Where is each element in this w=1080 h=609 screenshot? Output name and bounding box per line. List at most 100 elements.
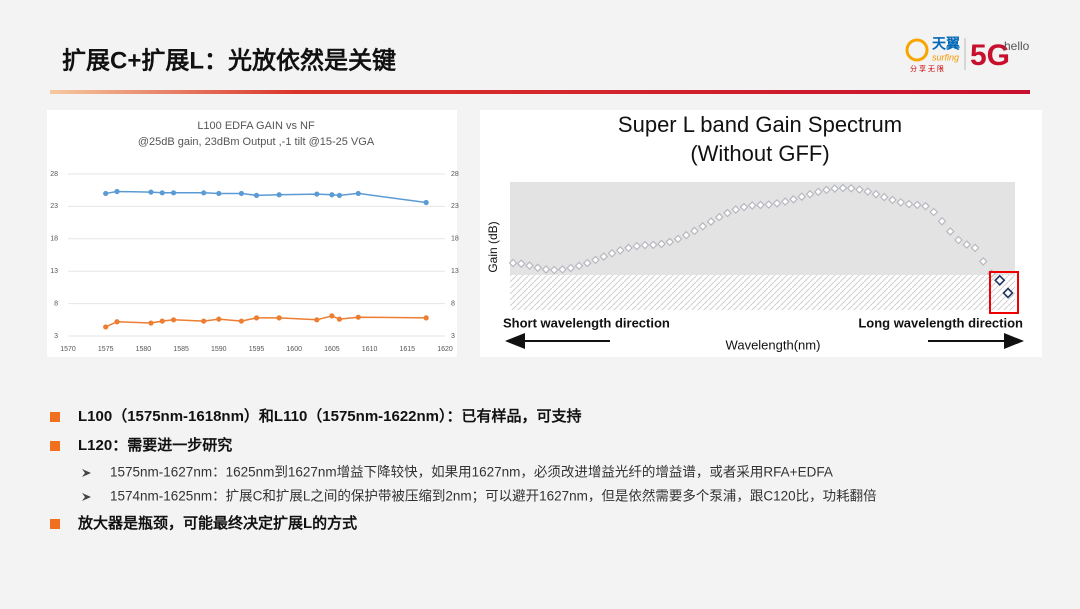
spectrum-marker	[904, 199, 914, 209]
y-tick-label: 13	[50, 268, 58, 275]
spectrum-marker	[508, 258, 518, 268]
spectrum-marker	[516, 259, 526, 269]
spectrum-marker	[657, 239, 666, 249]
left-chart-title: L100 EDFA GAIN vs NF	[197, 120, 315, 132]
data-point	[170, 190, 177, 196]
spectrum-marker	[731, 205, 741, 214]
bullet-square	[50, 519, 60, 529]
x-axis-label: Wavelength(nm)	[726, 337, 821, 352]
y2-tick-label: 18	[451, 236, 459, 243]
y-tick-label: 18	[50, 236, 58, 243]
x-tick-label: 1570	[60, 346, 76, 353]
spectrum-marker	[937, 216, 947, 226]
spectrum-marker	[566, 263, 576, 273]
spectrum-marker	[681, 230, 691, 240]
spectrum-marker	[780, 197, 790, 206]
spectrum-marker	[764, 200, 774, 209]
x-tick-label: 1585	[173, 346, 189, 353]
bullet-square	[50, 441, 60, 451]
spectrum-marker	[994, 274, 1006, 286]
logo-slogan: 分 享 无 限	[910, 64, 944, 73]
y-tick-label: 3	[54, 333, 58, 340]
hatched-region	[510, 275, 1015, 310]
data-point	[314, 317, 320, 323]
spectrum-marker	[813, 187, 823, 197]
spectrum-marker	[714, 212, 724, 222]
data-point	[148, 189, 154, 195]
data-point	[159, 190, 165, 196]
spectrum-marker	[879, 192, 889, 202]
x-tick-label: 1575	[98, 346, 114, 353]
spectrum-marker	[822, 185, 831, 195]
spectrum-marker	[838, 183, 848, 193]
y-axis-label: Gain (dB)	[486, 221, 500, 272]
logo-brand: 天翼	[932, 36, 960, 52]
left-annotation: Short wavelength direction	[503, 315, 670, 330]
sub-bullet-arrow	[82, 493, 91, 501]
x-tick-label: 1595	[249, 346, 265, 353]
bullet-text: L100（1575nm-1618nm）和L110（1575nm-1622nm）：…	[78, 407, 582, 425]
spectrum-marker	[978, 257, 988, 266]
data-point	[216, 190, 222, 197]
spectrum-marker	[665, 237, 675, 247]
logo-5g: 5G	[970, 39, 1010, 72]
y2-tick-label: 28	[451, 171, 459, 178]
spectrum-marker	[789, 194, 798, 204]
slide-title: 扩展C+扩展L：光放依然是关键	[62, 46, 396, 74]
y2-tick-label: 3	[451, 333, 455, 340]
spectrum-marker	[896, 198, 906, 207]
spectrum-marker	[648, 240, 658, 250]
data-point	[201, 318, 207, 324]
data-point	[238, 190, 245, 197]
spectrum-marker	[698, 221, 708, 231]
spectrum-marker	[558, 265, 567, 274]
spectrum-marker	[640, 240, 650, 250]
data-point	[355, 190, 361, 197]
data-point	[276, 192, 282, 198]
right-chart-title: Super L band Gain Spectrum	[618, 112, 902, 137]
data-point	[423, 199, 429, 206]
logo-hello: hello	[1004, 39, 1030, 53]
data-point	[170, 317, 177, 323]
spectrum-marker	[888, 195, 897, 205]
x-tick-label: 1605	[324, 346, 340, 353]
y-tick-label: 23	[50, 203, 58, 210]
spectrum-marker	[632, 241, 642, 251]
spectrum-marker	[591, 255, 600, 265]
data-point	[276, 315, 282, 321]
bullet-square	[50, 412, 60, 422]
data-point	[216, 316, 222, 322]
data-point	[329, 192, 335, 198]
logo-brand-en: surfing	[932, 52, 959, 62]
x-tick-label: 1610	[362, 346, 378, 353]
data-point	[159, 318, 165, 324]
sub-bullet-text: 1575nm-1627nm：1625nm到1627nm增益下降较快，如果用162…	[110, 465, 833, 480]
spectrum-marker	[846, 183, 856, 193]
sub-bullet-text: 1574nm-1625nm：扩展C和扩展L之间的保护带被压缩到2nm；可以避开1…	[110, 488, 877, 505]
right-annotation: Long wavelength direction	[858, 315, 1023, 330]
x-tick-label: 1590	[211, 346, 227, 353]
data-point	[253, 315, 260, 321]
data-point	[253, 192, 260, 198]
spectrum-marker	[912, 200, 922, 210]
spectrum-marker	[863, 187, 873, 196]
data-point	[336, 192, 343, 198]
x-tick-label: 1600	[286, 346, 302, 353]
header-rule	[50, 90, 1030, 94]
y2-tick-label: 23	[451, 203, 459, 210]
sub-bullet-arrow	[82, 469, 91, 477]
spectrum-marker	[607, 248, 617, 258]
spectrum-marker	[1002, 287, 1014, 299]
spectrum-marker	[921, 201, 930, 211]
spectrum-marker	[723, 208, 732, 218]
spectrum-marker	[582, 258, 592, 268]
spectrum-marker	[599, 252, 609, 261]
spectrum-marker	[871, 189, 881, 199]
spectrum-marker	[805, 189, 815, 199]
spectrum-marker	[954, 235, 963, 245]
right-chart-subtitle: (Without GFF)	[690, 141, 829, 166]
data-point	[336, 316, 343, 322]
spectrum-marker	[970, 243, 980, 253]
data-point	[103, 324, 109, 330]
